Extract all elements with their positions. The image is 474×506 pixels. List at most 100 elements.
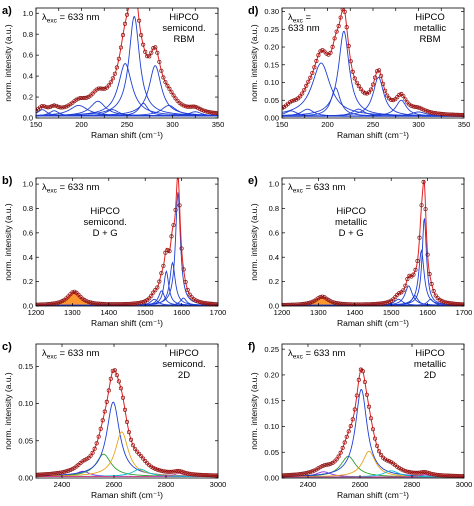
data-point [358, 302, 363, 306]
data-point [443, 112, 448, 117]
data-point [334, 29, 339, 34]
data-point [209, 473, 214, 478]
data-point [302, 87, 307, 92]
data-points [282, 179, 464, 306]
data-point [447, 301, 452, 306]
data-point [185, 104, 190, 109]
data-point [110, 76, 115, 81]
data-point [447, 112, 452, 117]
data-point [179, 246, 184, 251]
data-point [187, 292, 192, 297]
data-point [286, 302, 291, 306]
data-point [157, 279, 162, 284]
data-point [447, 473, 452, 478]
data-point [300, 471, 305, 476]
data-point [131, 443, 136, 448]
data-point [389, 97, 394, 102]
excitation-label: λexc = [288, 12, 312, 25]
data-point [199, 300, 204, 305]
data-point [304, 301, 309, 306]
data-point [344, 434, 349, 439]
data-point [336, 24, 341, 29]
axes-frame [35, 177, 219, 307]
data-point [114, 373, 119, 378]
data-point [413, 104, 418, 109]
data-point [352, 76, 357, 81]
y-tick-label: 0.25 [264, 345, 279, 354]
data-points [36, 368, 218, 478]
data-point [451, 301, 456, 306]
data-point [135, 301, 140, 306]
plot-area [282, 367, 464, 478]
y-tick-label: 0.0 [23, 302, 33, 311]
x-tick-label: 2400 [300, 480, 317, 489]
y-tick-label: 0.10 [264, 78, 279, 87]
data-point [141, 299, 146, 304]
data-point [377, 301, 382, 306]
data-point [393, 97, 398, 102]
data-point [387, 299, 392, 304]
data-point [58, 299, 63, 304]
panel-label: b) [2, 175, 13, 187]
data-point [157, 468, 162, 473]
data-point [179, 102, 184, 107]
axes-frame [35, 343, 219, 479]
data-point [300, 91, 305, 96]
y-tick-label: 0.6 [269, 228, 279, 237]
data-point [209, 110, 214, 115]
data-point [135, 449, 140, 454]
data-point [94, 441, 99, 446]
data-point [370, 427, 376, 432]
data-point [104, 399, 109, 404]
excitation-label: λexc = 633 nm [288, 182, 345, 195]
data-point [60, 105, 65, 110]
data-point [70, 290, 75, 295]
data-point [453, 112, 458, 117]
data-point [139, 33, 144, 38]
data-point [429, 281, 434, 286]
component-peak [282, 218, 464, 306]
y-tick-label: 0.00 [18, 474, 33, 483]
data-point [362, 379, 367, 385]
data-point [403, 283, 408, 288]
data-point [191, 104, 196, 109]
data-point [66, 103, 71, 108]
data-point [82, 298, 87, 303]
data-point [56, 104, 61, 109]
data-point [74, 97, 79, 102]
x-tick-label: 1700 [456, 308, 473, 317]
y-tick-label: 0.15 [264, 60, 279, 69]
data-point [157, 59, 162, 64]
panel-d: 150 200 250 300 350 0.00 0.05 0.10 0.15 0.20 0.25 0… [248, 5, 470, 140]
data-point [417, 105, 422, 110]
data-point [344, 25, 349, 30]
data-point [52, 471, 57, 476]
x-tick-label: 2800 [404, 480, 421, 489]
y-tick-label: 0.15 [18, 362, 33, 371]
annotation-line: semicond. [84, 217, 127, 228]
plot-area [282, 8, 464, 118]
data-point [82, 95, 87, 101]
annotation-line: RBM [173, 34, 194, 45]
data-point [413, 470, 418, 475]
data-point [288, 100, 293, 105]
y-tick-label: 0.4 [23, 253, 33, 262]
data-point [112, 71, 117, 76]
y-tick-label: 0.05 [18, 436, 33, 445]
data-point [346, 429, 351, 434]
x-tick-label: 2800 [158, 480, 175, 489]
data-point [50, 471, 55, 476]
y-tick-label: 0.05 [264, 448, 279, 457]
data-point [411, 104, 416, 109]
x-axis-label: Raman shift (cm⁻¹) [91, 130, 163, 140]
annotation-line: 2D [424, 370, 436, 381]
data-point [310, 469, 315, 474]
data-point [163, 250, 168, 255]
data-point [283, 302, 289, 306]
data-point [441, 112, 446, 117]
excitation-label: λexc = 633 nm [288, 348, 345, 361]
data-point [362, 302, 367, 306]
data-point [127, 4, 130, 7]
component-peak [282, 389, 464, 478]
data-point [147, 296, 152, 301]
